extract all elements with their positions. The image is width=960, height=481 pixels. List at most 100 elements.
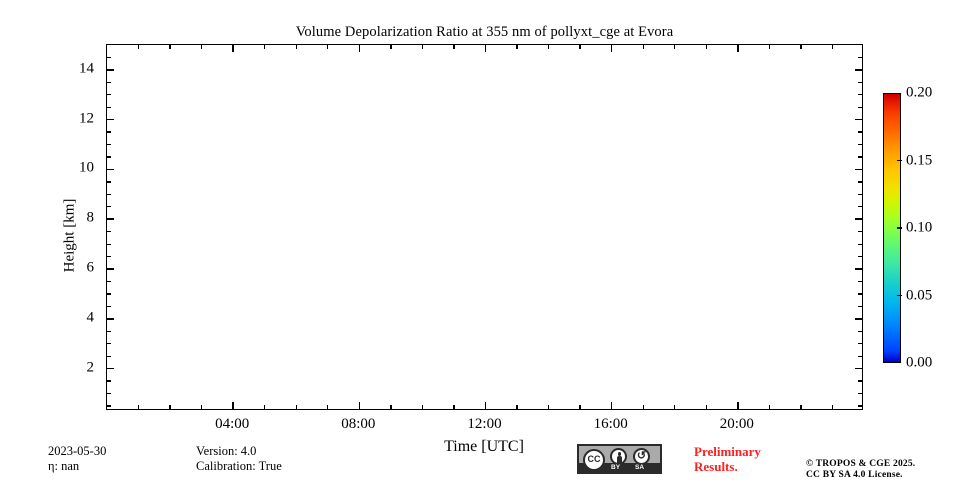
x-minor-tick-top	[200, 45, 203, 49]
y-minor-tick-right	[858, 405, 862, 407]
colorbar-tick-label: 0.20	[906, 84, 933, 101]
y-major-tick-right	[855, 69, 862, 71]
y-major-tick	[107, 268, 114, 270]
x-minor-tick-top	[768, 45, 771, 49]
y-major-tick-right	[855, 268, 862, 270]
person-body-shape	[616, 456, 622, 463]
y-minor-tick	[107, 181, 111, 183]
y-minor-tick	[107, 106, 111, 108]
x-minor-tick-top	[516, 45, 518, 49]
x-minor-tick-top	[421, 45, 424, 49]
y-minor-tick	[107, 156, 111, 158]
colorbar-tick-label: 0.00	[906, 354, 933, 371]
y-minor-tick-right	[858, 143, 862, 146]
x-major-tick	[484, 402, 487, 409]
y-tick-label: 8	[86, 209, 95, 226]
x-minor-tick	[674, 405, 676, 409]
plot-data-area	[107, 45, 862, 409]
y-major-tick	[107, 367, 114, 370]
y-minor-tick	[107, 131, 111, 133]
y-minor-tick	[107, 343, 111, 345]
footer-version: Version: 4.0	[196, 444, 257, 458]
y-major-tick-right	[855, 318, 862, 320]
y-minor-tick-right	[858, 181, 862, 183]
y-minor-tick	[107, 392, 111, 395]
x-minor-tick	[705, 405, 707, 409]
x-minor-tick-top	[705, 45, 707, 49]
person-head-shape	[617, 452, 621, 456]
y-major-tick	[107, 168, 114, 171]
page-title: Volume Depolarization Ratio at 355 nm of…	[295, 24, 674, 40]
x-minor-tick-top	[453, 45, 455, 49]
y-minor-tick-right	[858, 355, 862, 357]
x-major-tick-top	[358, 45, 361, 52]
y-minor-tick	[107, 81, 111, 83]
y-major-tick	[107, 118, 114, 121]
y-minor-tick-right	[858, 280, 862, 283]
y-minor-tick	[107, 255, 111, 258]
y-minor-tick-right	[858, 56, 862, 59]
y-minor-tick	[107, 231, 111, 233]
colorbar-tick-label: 0.15	[906, 152, 933, 168]
x-tick-label: 12:00	[467, 416, 502, 432]
y-minor-tick	[107, 405, 111, 407]
colorbar	[883, 93, 902, 363]
x-minor-tick-top	[390, 45, 392, 49]
x-major-tick	[232, 402, 234, 409]
x-minor-tick	[295, 405, 297, 409]
y-major-tick-right	[855, 218, 862, 221]
y-minor-tick-right	[858, 255, 862, 258]
x-minor-tick	[768, 405, 771, 409]
cc-badge-strip	[579, 463, 660, 472]
x-major-tick-top	[484, 45, 487, 52]
x-minor-tick	[421, 405, 424, 409]
y-minor-tick	[107, 94, 111, 96]
y-minor-tick	[107, 293, 111, 295]
y-minor-tick-right	[858, 243, 862, 245]
attribution-person-icon	[610, 448, 627, 465]
x-minor-tick	[264, 405, 266, 409]
preliminary-results-note: Preliminary Results.	[694, 444, 761, 474]
y-minor-tick	[107, 280, 111, 283]
x-major-tick-top	[737, 45, 739, 52]
y-minor-tick-right	[858, 380, 862, 382]
y-major-tick	[107, 318, 114, 320]
footer-eta-value: η: nan	[48, 459, 80, 473]
x-minor-tick-top	[642, 45, 644, 49]
x-minor-tick	[579, 405, 581, 409]
y-minor-tick-right	[858, 193, 862, 196]
cc-by-caption: BY	[611, 463, 621, 471]
x-minor-tick-top	[264, 45, 266, 49]
colorbar-tick	[896, 294, 902, 297]
x-major-tick	[610, 402, 613, 409]
y-minor-tick-right	[858, 206, 862, 208]
x-tick-label: 16:00	[593, 416, 628, 432]
colorbar-tick-label: 0.05	[906, 287, 933, 303]
x-minor-tick	[516, 405, 518, 409]
y-tick-label: 10	[79, 159, 94, 176]
x-tick-label: 04:00	[215, 416, 250, 432]
y-major-tick-right	[855, 367, 862, 370]
y-major-tick	[107, 218, 114, 221]
copyright-line-2: CC BY SA 4.0 License.	[806, 470, 903, 480]
creative-commons-icon: CC	[583, 449, 605, 471]
x-minor-tick-top	[579, 45, 581, 49]
x-minor-tick-top	[137, 45, 140, 49]
y-minor-tick-right	[858, 330, 862, 332]
x-major-tick-top	[232, 45, 234, 52]
x-minor-tick	[800, 405, 802, 409]
cc-by-sa-license-icon: CC ↺ BY SA	[577, 444, 662, 474]
y-major-tick	[107, 69, 114, 71]
x-minor-tick	[200, 405, 203, 409]
x-major-tick	[737, 402, 739, 409]
y-minor-tick-right	[858, 81, 862, 83]
x-minor-tick	[137, 405, 140, 409]
y-minor-tick	[107, 193, 111, 196]
x-minor-tick	[327, 405, 329, 409]
y-major-tick-right	[855, 168, 862, 171]
colorbar-tick	[896, 159, 902, 162]
y-minor-tick	[107, 206, 111, 208]
y-tick-label: 12	[79, 110, 94, 127]
y-minor-tick	[107, 380, 111, 382]
